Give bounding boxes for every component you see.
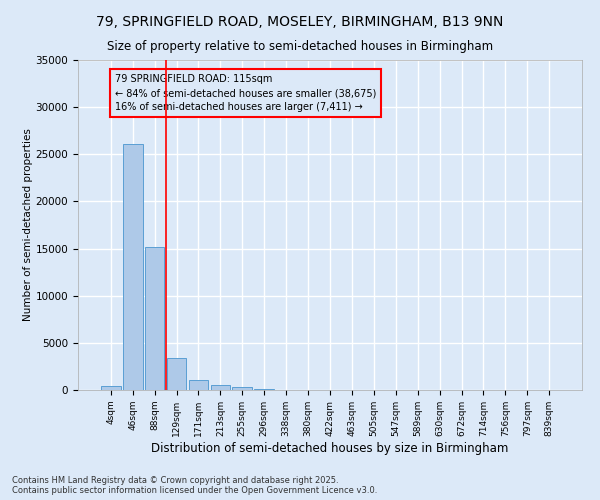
Text: Contains HM Land Registry data © Crown copyright and database right 2025.
Contai: Contains HM Land Registry data © Crown c… xyxy=(12,476,377,495)
Bar xyxy=(123,144,143,390)
Text: 79 SPRINGFIELD ROAD: 115sqm
← 84% of semi-detached houses are smaller (38,675)
1: 79 SPRINGFIELD ROAD: 115sqm ← 84% of sem… xyxy=(115,74,377,112)
Bar xyxy=(211,385,230,390)
Bar xyxy=(232,387,252,390)
Bar xyxy=(254,389,274,390)
Bar xyxy=(145,246,164,390)
Bar xyxy=(101,386,121,390)
Text: 79, SPRINGFIELD ROAD, MOSELEY, BIRMINGHAM, B13 9NN: 79, SPRINGFIELD ROAD, MOSELEY, BIRMINGHA… xyxy=(97,15,503,29)
Text: Size of property relative to semi-detached houses in Birmingham: Size of property relative to semi-detach… xyxy=(107,40,493,53)
Bar xyxy=(167,358,187,390)
X-axis label: Distribution of semi-detached houses by size in Birmingham: Distribution of semi-detached houses by … xyxy=(151,442,509,454)
Y-axis label: Number of semi-detached properties: Number of semi-detached properties xyxy=(23,128,33,322)
Bar xyxy=(188,380,208,390)
